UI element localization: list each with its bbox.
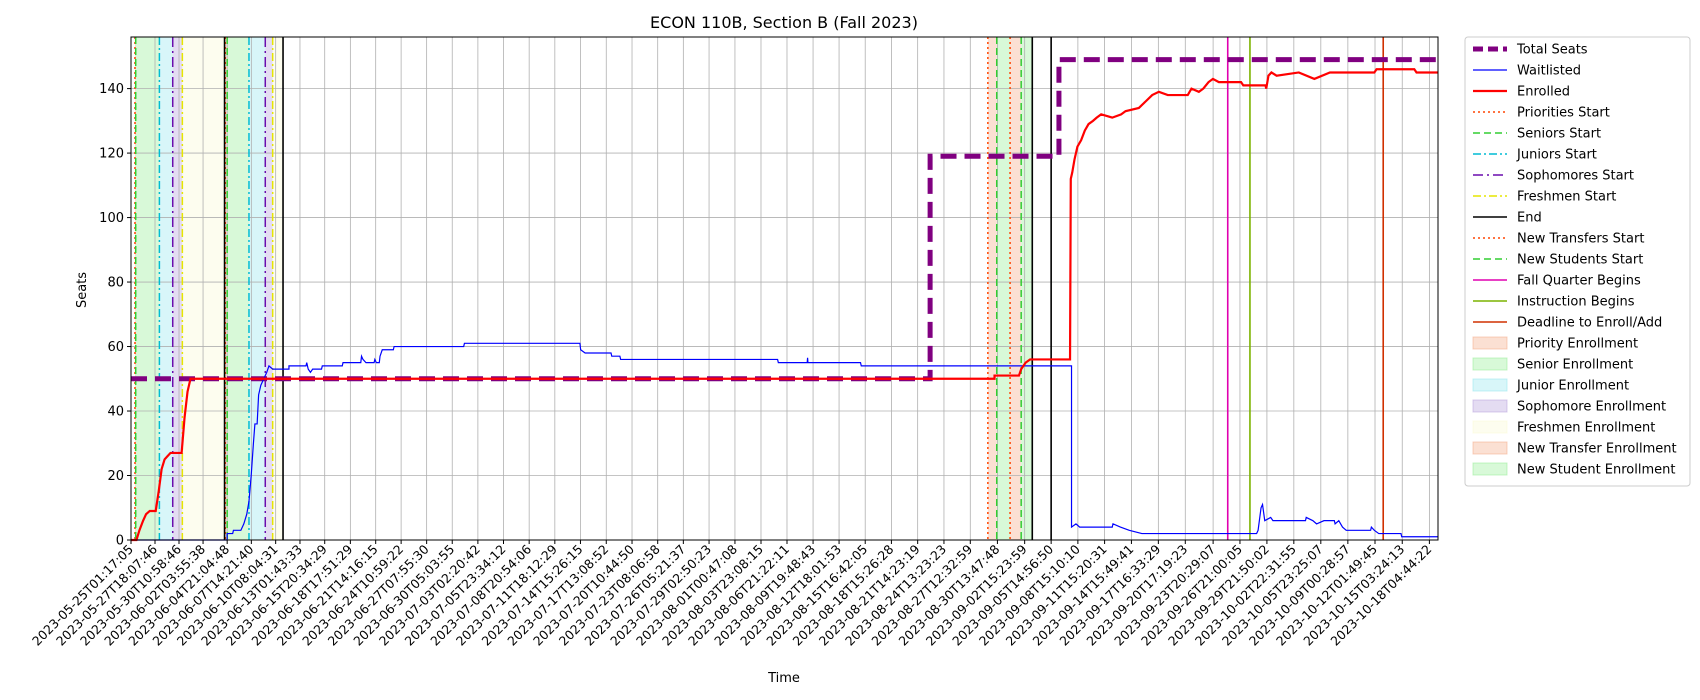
- legend-label-new-student-enrollment: New Student Enrollment: [1517, 463, 1675, 478]
- enrollment-periods: [134, 37, 1033, 540]
- priority-enrollment-band-2: [225, 37, 228, 540]
- series-lines: [131, 57, 1438, 542]
- legend-label-priority-enrollment: Priority Enrollment: [1517, 337, 1638, 352]
- legend-swatch-freshmen-enrollment: [1472, 420, 1508, 434]
- legend: Total Seats Waitlisted Enrolled Priorities …: [1464, 36, 1691, 487]
- legend-label-total-seats: Total Seats: [1516, 43, 1588, 58]
- legend-label-freshmen-start: Freshmen Start: [1517, 190, 1616, 205]
- legend-swatch-priority-enrollment: [1472, 336, 1508, 350]
- legend-label-priorities-start: Priorities Start: [1517, 106, 1610, 121]
- junior-enrollment-band-2: [248, 37, 266, 540]
- legend-swatch-sophomore-enrollment: [1472, 399, 1508, 413]
- legend-swatch-new-student-enrollment: [1472, 462, 1508, 476]
- y-tick-label-5: 80: [107, 276, 124, 291]
- legend-label-new-transfers-start: New Transfers Start: [1517, 232, 1644, 247]
- y-tick-label-7: 120: [99, 147, 124, 162]
- junior-enrollment-band-1: [159, 37, 173, 540]
- enrolled-series-line: [131, 68, 1438, 542]
- sophomore-enrollment-band-1: [172, 37, 183, 540]
- legend-swatch-new-transfer-enrollment: [1472, 441, 1508, 455]
- new-transfer-enrollment-band-1: [1010, 37, 1022, 540]
- legend-label-end: End: [1517, 211, 1542, 226]
- chart-title: ECON 110B, Section B (Fall 2023): [650, 13, 918, 32]
- freshmen-enrollment-band-2: [272, 37, 284, 540]
- legend-label-new-transfer-enrollment: New Transfer Enrollment: [1517, 442, 1677, 457]
- legend-label-new-students-start: New Students Start: [1517, 253, 1643, 268]
- plot-frame: [130, 36, 1439, 541]
- legend-label-waitlisted: Waitlisted: [1517, 64, 1581, 79]
- grid: [130, 37, 1438, 541]
- legend-label-instruction-begins: Instruction Begins: [1517, 295, 1635, 310]
- legend-label-deadline-to-enroll-add: Deadline to Enroll/Add: [1517, 316, 1662, 331]
- y-axis: 0 20 40 60 80 100 120 140: [99, 82, 131, 549]
- senior-enrollment-band-1: [135, 37, 160, 540]
- legend-label-sophomore-enrollment: Sophomore Enrollment: [1517, 400, 1666, 415]
- legend-label-seniors-start: Seniors Start: [1517, 127, 1601, 142]
- y-tick-label-6: 100: [99, 211, 124, 226]
- total-seats-series-line: [131, 57, 1438, 382]
- y-tick-label-2: 20: [107, 469, 124, 484]
- y-tick-label-3: 40: [107, 405, 124, 420]
- legend-label-juniors-start: Juniors Start: [1516, 148, 1597, 163]
- legend-swatch-senior-enrollment: [1472, 357, 1508, 371]
- y-tick-label-8: 140: [99, 82, 124, 97]
- legend-label-freshmen-enrollment: Freshmen Enrollment: [1517, 421, 1655, 436]
- y-tick-label-1: 0: [116, 534, 124, 549]
- waitlisted-series-line: [131, 342, 1438, 541]
- legend-label-sophomores-start: Sophomores Start: [1517, 169, 1634, 184]
- legend-label-enrolled: Enrolled: [1517, 85, 1570, 100]
- legend-label-senior-enrollment: Senior Enrollment: [1517, 358, 1633, 373]
- sophomore-enrollment-band-2: [265, 37, 273, 540]
- new-student-enrollment-band-1: [1021, 37, 1033, 540]
- legend-label-fall-quarter-begins: Fall Quarter Begins: [1517, 274, 1641, 289]
- x-axis-label: Time: [767, 671, 800, 686]
- legend-label-junior-enrollment: Junior Enrollment: [1516, 379, 1629, 394]
- event-lines: [134, 37, 1385, 540]
- y-tick-label-4: 60: [107, 340, 124, 355]
- senior-enrollment-band-2: [227, 37, 249, 540]
- legend-box: [1464, 36, 1691, 487]
- senior-enrollment-band-3: [996, 37, 1011, 540]
- y-axis-label: Seats: [75, 272, 90, 308]
- x-axis: 2023-05-25T01:17:052023-05-27T18:07:4620…: [29, 540, 1435, 649]
- legend-swatch-junior-enrollment: [1472, 378, 1508, 392]
- priority-enrollment-band-3: [987, 37, 997, 540]
